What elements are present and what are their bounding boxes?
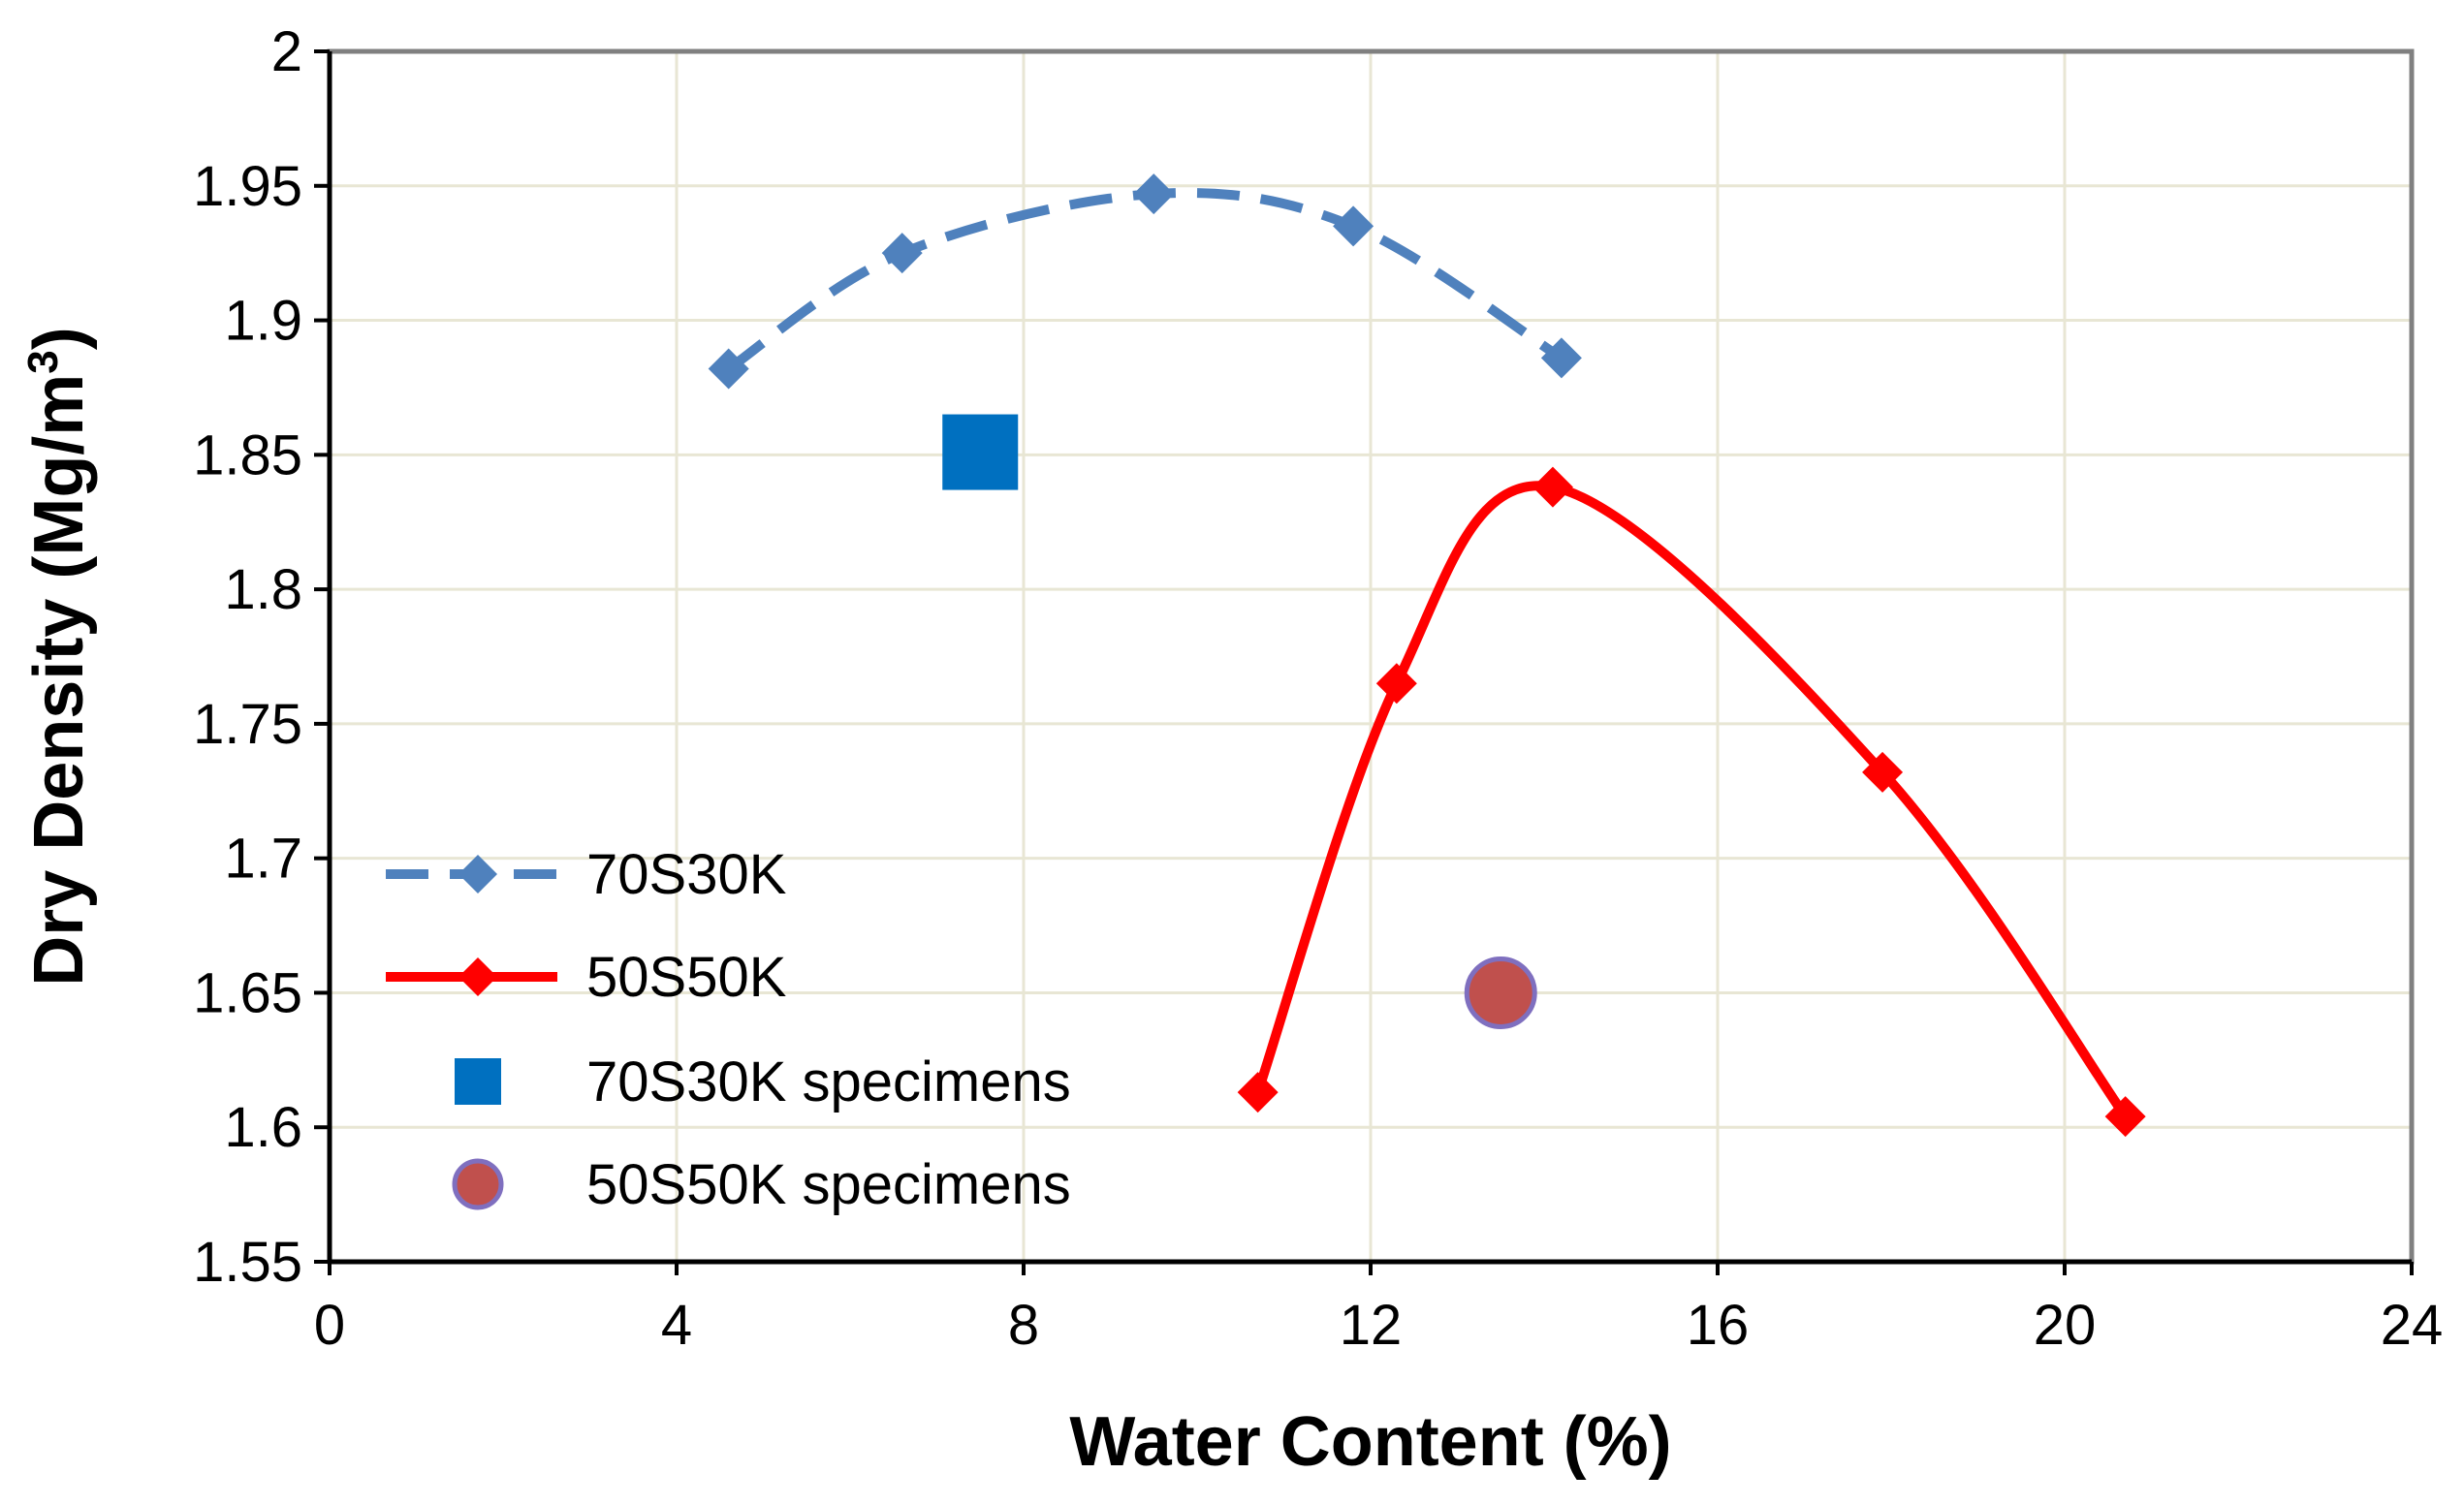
y-tick-label: 1.85 <box>193 423 302 486</box>
series-layer <box>708 173 2146 1138</box>
x-axis-title: Water Content (%) <box>1069 1403 1671 1481</box>
y-tick-label: 1.65 <box>193 961 302 1024</box>
data-point-circle <box>1464 956 1537 1029</box>
legend: 70S30K 50S50K 70S30K specimens 50S50K sp… <box>386 843 1071 1216</box>
y-tick-label: 1.55 <box>193 1231 302 1294</box>
y-tick-label: 1.75 <box>193 693 302 756</box>
series-50s50k-specimens <box>1464 956 1537 1029</box>
x-tick-label: 8 <box>1008 1294 1039 1357</box>
data-point-diamond <box>1237 1072 1279 1113</box>
data-point-diamond <box>1532 466 1573 508</box>
legend-label-50s50k: 50S50K <box>586 946 787 1009</box>
x-tick-label: 20 <box>2034 1294 2097 1357</box>
legend-label-70s30k-specimens: 70S30K specimens <box>586 1050 1071 1113</box>
data-point-diamond <box>1133 173 1175 215</box>
x-tick-label: 0 <box>314 1294 345 1357</box>
x-tick-label: 4 <box>661 1294 692 1357</box>
data-point-diamond <box>1375 663 1417 705</box>
y-axis-title-superscript: 3 <box>19 350 67 373</box>
legend-marker-70s30k <box>458 855 497 894</box>
x-tick-label: 12 <box>1340 1294 1403 1357</box>
series-50s50k <box>1237 466 2146 1138</box>
data-point-diamond <box>708 348 749 390</box>
axes <box>314 49 2414 1275</box>
data-point-diamond <box>1333 205 1374 247</box>
legend-entry-50s50k-specimens: 50S50K specimens <box>452 1153 1071 1216</box>
y-axis-title-close: ) <box>20 327 98 350</box>
y-tick-label: 1.6 <box>224 1096 302 1159</box>
y-tick-label: 2 <box>271 20 302 83</box>
legend-label-70s30k: 70S30K <box>586 843 787 906</box>
legend-entry-50s50k: 50S50K <box>386 946 787 1009</box>
data-point-square <box>942 414 1019 490</box>
series-70s30k <box>708 173 1582 390</box>
data-point-diamond <box>1862 751 1904 793</box>
x-tick-label: 24 <box>2381 1294 2444 1357</box>
legend-label-50s50k-specimens: 50S50K specimens <box>586 1153 1071 1216</box>
y-axis-title-main: Dry Density (Mg/m <box>20 374 98 987</box>
y-tick-label: 1.9 <box>224 290 302 353</box>
y-tick-label: 1.95 <box>193 155 302 218</box>
series-70s30k-specimens <box>942 414 1019 490</box>
legend-entry-70s30k: 70S30K <box>386 843 787 906</box>
data-point-diamond <box>1540 337 1582 379</box>
legend-marker-70s30k-specimens <box>455 1058 501 1105</box>
data-point-diamond <box>881 233 923 274</box>
data-point-diamond <box>2104 1096 2146 1138</box>
legend-marker-50s50k-specimens <box>452 1158 504 1210</box>
y-tick-label: 1.7 <box>224 828 302 891</box>
tick-labels: 0 4 8 12 16 20 24 1.55 1.6 1.65 1.7 1.75 1.8 1.85 1.9 1… <box>193 20 2443 1357</box>
y-tick-label: 1.8 <box>224 558 302 621</box>
legend-entry-70s30k-specimens: 70S30K specimens <box>455 1050 1071 1113</box>
x-tick-label: 16 <box>1687 1294 1750 1357</box>
y-axis-title: Dry Density (Mg/m3) <box>19 327 98 987</box>
legend-marker-50s50k <box>458 957 497 996</box>
